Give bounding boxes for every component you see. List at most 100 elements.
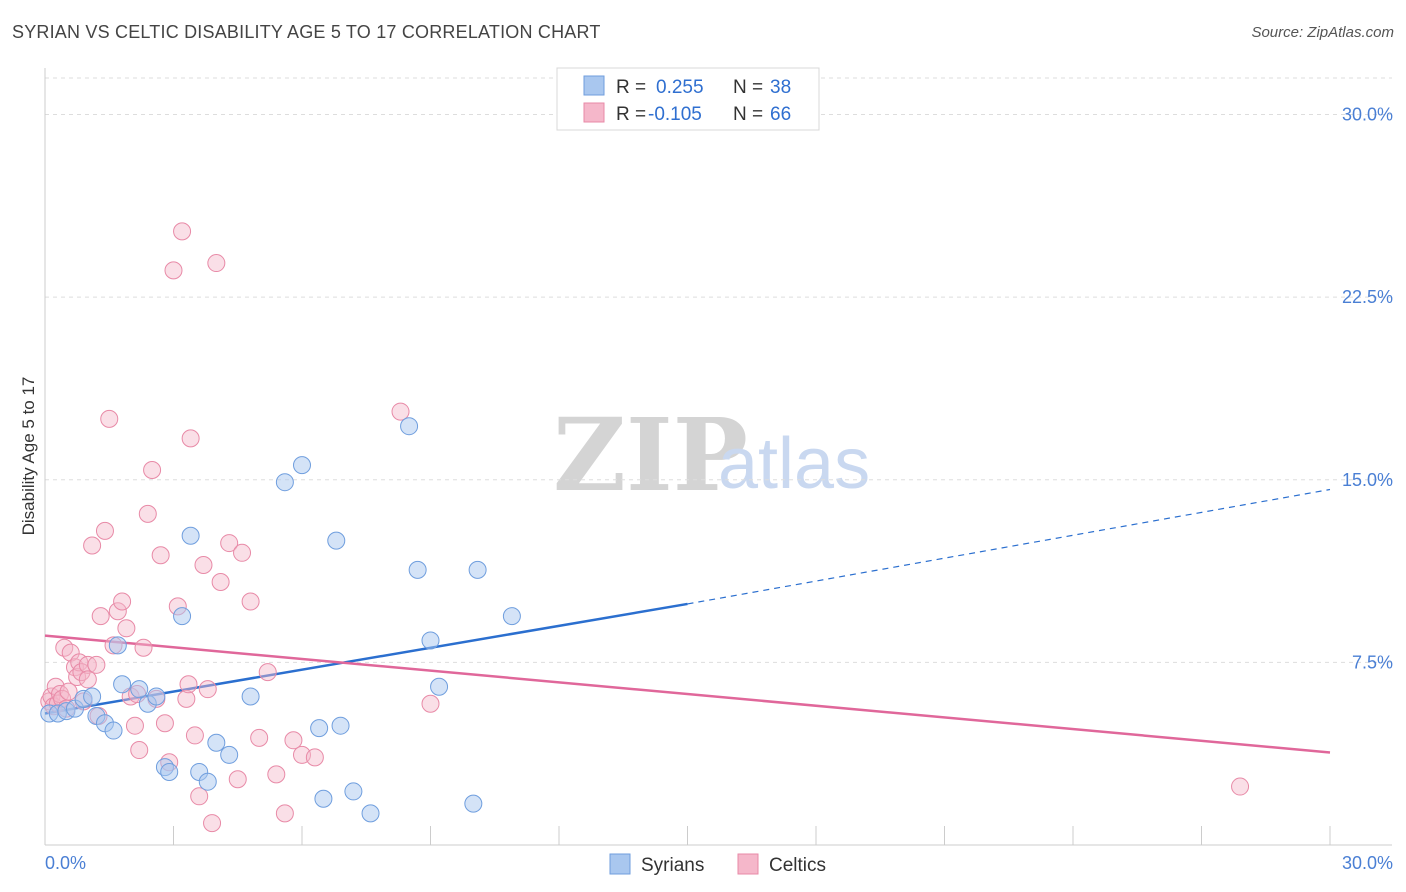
celtics-point <box>190 787 209 806</box>
celtics-trend-line <box>44 634 1331 754</box>
celtics-point <box>143 461 162 480</box>
syrians-point <box>275 473 294 492</box>
celtics-point <box>194 555 213 574</box>
x-tick-label: 0.0% <box>45 853 86 873</box>
chart-title: SYRIAN VS CELTIC DISABILITY AGE 5 TO 17 … <box>12 22 601 42</box>
syrians-series-label: Syrians <box>641 855 704 876</box>
celtics-point <box>125 716 144 735</box>
celtics-point <box>198 680 217 699</box>
celtics-point <box>164 261 183 280</box>
celtics-point <box>258 663 277 682</box>
celtics-point <box>233 543 252 562</box>
syrians-point <box>104 721 123 740</box>
celtics-point <box>275 804 294 823</box>
syrians-point <box>83 687 102 706</box>
y-tick-label: 15.0% <box>1342 470 1393 490</box>
syrians-point <box>198 772 217 791</box>
celtics-point <box>305 748 324 767</box>
celtics-point <box>108 602 127 621</box>
series-legend: Syrians Celtics <box>609 853 826 876</box>
syrians-point <box>344 782 363 801</box>
syrians-point <box>108 636 127 655</box>
celtics-point <box>173 222 192 241</box>
celtics-point <box>113 592 132 611</box>
syrians-point <box>181 526 200 545</box>
syrians-point <box>310 719 329 738</box>
celtics-point <box>211 573 230 592</box>
grid-lines <box>45 77 1392 663</box>
celtics-point <box>181 429 200 448</box>
y-tick-label: 22.5% <box>1342 287 1393 307</box>
syrians-n-label: N = <box>733 77 763 98</box>
syrians-r-label: R = <box>616 77 646 98</box>
celtics-n-value: 66 <box>770 104 791 125</box>
celtics-point <box>179 675 198 694</box>
celtics-point <box>185 726 204 745</box>
y-tick-label: 7.5% <box>1352 652 1393 672</box>
watermark-zip: ZIP <box>553 396 748 514</box>
celtics-point <box>284 731 303 750</box>
celtics-point <box>177 689 196 708</box>
celtics-point <box>91 607 110 626</box>
celtics-point <box>203 814 222 833</box>
syrians-point <box>408 560 427 579</box>
trend-lines <box>44 488 1331 754</box>
chart-source: Source: ZipAtlas.com <box>1251 24 1394 41</box>
celtics-point <box>250 728 269 747</box>
celtics-point <box>220 534 239 553</box>
celtics-point <box>87 655 106 674</box>
celtics-n-label: N = <box>733 104 763 125</box>
y-tick-label: 30.0% <box>1342 105 1393 125</box>
y-axis-label: Disability Age 5 to 17 <box>19 377 38 536</box>
celtics-point <box>100 409 119 428</box>
celtics-point <box>267 765 286 784</box>
syrians-point <box>173 607 192 626</box>
celtics-point <box>421 694 440 713</box>
syrians-point <box>430 677 449 696</box>
stats-legend: R = 0.255 N = 38 R = -0.105 N = 66 <box>556 67 820 131</box>
syrians-r-value: 0.255 <box>656 77 704 98</box>
celtics-point <box>241 592 260 611</box>
celtics-point <box>151 546 170 565</box>
data-points <box>40 222 1250 833</box>
celtics-point <box>83 536 102 555</box>
syrians-point <box>207 733 226 752</box>
tick-labels: 7.5% 15.0% 22.5% 30.0% 0.0% 30.0% <box>45 105 1393 873</box>
watermark-atlas: atlas <box>718 424 870 504</box>
celtics-point <box>391 402 410 421</box>
syrians-point <box>361 804 380 823</box>
syrians-point <box>220 745 239 764</box>
celtics-point <box>138 504 157 523</box>
celtics-point <box>228 770 247 789</box>
syrians-point <box>160 762 179 781</box>
syrians-point <box>113 675 132 694</box>
celtics-r-label: R = <box>616 104 646 125</box>
celtics-point <box>72 663 91 682</box>
celtics-point <box>95 521 114 540</box>
syrians-point <box>421 631 440 650</box>
celtics-point <box>207 254 226 273</box>
syrians-trend-extension <box>687 488 1331 605</box>
syrians-point <box>464 794 483 813</box>
syrians-point <box>327 531 346 550</box>
syrians-point <box>502 607 521 626</box>
syrians-point <box>241 687 260 706</box>
syrians-point <box>130 680 149 699</box>
syrians-point <box>147 687 166 706</box>
celtics-point <box>130 741 149 760</box>
syrians-point <box>468 560 487 579</box>
syrians-point <box>400 417 419 436</box>
syrians-series-swatch <box>609 853 631 875</box>
syrians-legend-swatch <box>583 75 605 96</box>
celtics-point <box>59 682 78 701</box>
celtics-point <box>78 670 97 689</box>
syrians-point <box>293 456 311 475</box>
celtics-point <box>1231 777 1250 796</box>
celtics-series-label: Celtics <box>769 855 826 876</box>
celtics-point <box>155 714 174 733</box>
celtics-point <box>134 638 153 657</box>
celtics-legend-swatch <box>583 102 605 123</box>
syrians-point <box>331 716 350 735</box>
x-tick-label: 30.0% <box>1342 853 1393 873</box>
